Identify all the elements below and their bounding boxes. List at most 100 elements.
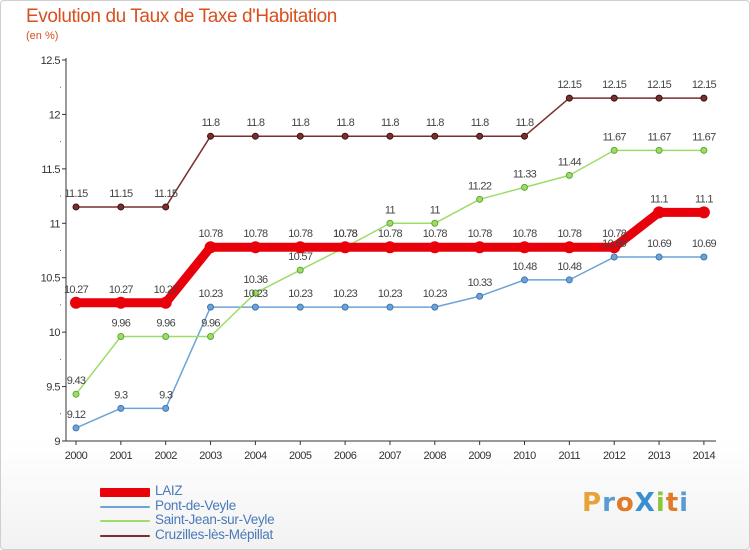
data-label: 11.22 — [468, 180, 492, 192]
data-label: 11.67 — [692, 131, 716, 143]
data-label: 12.15 — [647, 79, 672, 91]
data-label: 10.48 — [557, 261, 582, 273]
data-label: 10.27 — [154, 284, 179, 296]
x-tick-label: 2007 — [379, 450, 402, 462]
x-tick-label: 2008 — [424, 450, 447, 462]
x-tick-label: 2004 — [244, 450, 267, 462]
data-label: 11.8 — [336, 117, 354, 129]
proxiti-logo: ProXiti — [582, 488, 689, 518]
data-label: 10.78 — [378, 228, 403, 240]
data-label: 10.23 — [288, 288, 313, 300]
data-label: 10.33 — [468, 277, 493, 289]
data-label: 10.78 — [423, 228, 448, 240]
data-label: 10.78 — [288, 228, 313, 240]
x-tick-label: 2002 — [154, 450, 177, 462]
data-point — [565, 94, 573, 102]
data-point — [251, 289, 259, 297]
data-label: 10.78 — [199, 228, 224, 240]
data-point — [162, 404, 170, 412]
data-label: 10.78 — [243, 228, 268, 240]
data-point — [700, 94, 708, 102]
data-label: 11.15 — [154, 188, 178, 200]
y-tick-label: 12.5 — [41, 55, 61, 67]
data-point — [207, 303, 215, 311]
data-label: 11.8 — [471, 117, 489, 129]
data-point — [521, 276, 528, 284]
data-point — [117, 332, 125, 340]
x-tick-label: 2006 — [334, 450, 357, 462]
data-point — [608, 241, 621, 254]
data-point — [207, 132, 215, 140]
data-point — [386, 303, 394, 311]
data-label: 11.8 — [247, 117, 265, 129]
data-label: 11 — [385, 204, 396, 216]
data-label: 10.48 — [512, 261, 537, 273]
data-point — [697, 206, 710, 219]
legend-swatch-pont-de-veyle — [100, 505, 150, 508]
unit-label: (en %) — [26, 30, 59, 42]
data-label: 9.12 — [67, 409, 86, 421]
logo-letter: r — [602, 488, 616, 518]
data-point — [117, 404, 125, 412]
legend-swatch-saint-jean-sur-veyle — [100, 520, 150, 522]
logo-letter: i — [679, 488, 690, 518]
data-point — [431, 132, 439, 140]
data-label: 12.15 — [557, 79, 582, 91]
data-point — [341, 303, 349, 311]
logo-letter: o — [615, 488, 635, 518]
x-tick-label: 2005 — [289, 450, 312, 462]
data-label: 11 — [430, 204, 441, 216]
data-label: 11.8 — [426, 117, 444, 129]
data-point — [521, 183, 528, 191]
data-point — [383, 241, 396, 254]
data-label: 12.15 — [602, 79, 627, 91]
data-point — [431, 303, 439, 311]
x-tick-label: 2009 — [468, 450, 491, 462]
data-label: 9.3 — [159, 389, 173, 401]
data-point — [700, 253, 708, 261]
y-tick-label: 10.5 — [41, 273, 61, 285]
data-point — [476, 132, 484, 140]
data-point — [162, 332, 170, 340]
data-label: 10.57 — [288, 251, 313, 263]
data-point — [565, 276, 573, 284]
y-tick-label: 11 — [50, 218, 61, 230]
legend-label-cruzilles-les-mepillat: Cruzilles-lès-Mépillat — [155, 526, 273, 542]
data-point — [204, 241, 217, 254]
y-tick-label: 11.5 — [41, 164, 60, 176]
logo-letter: t — [665, 488, 680, 518]
data-point — [162, 203, 170, 211]
data-label: 10.69 — [647, 238, 672, 250]
data-label: 10.69 — [602, 238, 627, 250]
data-label: 11.1 — [650, 193, 668, 205]
data-point — [473, 241, 486, 254]
legend-label-saint-jean-sur-veyle: Saint-Jean-sur-Veyle — [155, 512, 275, 527]
data-label: 10.27 — [109, 284, 134, 296]
data-point — [207, 332, 215, 340]
data-label: 10.23 — [423, 288, 448, 300]
data-label: 10.23 — [199, 288, 224, 300]
data-point — [655, 253, 663, 261]
data-label: 10.78 — [333, 228, 358, 240]
data-point — [655, 94, 663, 102]
x-tick-label: 2013 — [648, 450, 671, 462]
x-tick-label: 2010 — [513, 450, 536, 462]
data-point — [653, 206, 666, 219]
data-label: 10.23 — [333, 288, 358, 300]
legend-label-pont-de-veyle: Pont-de-Veyle — [155, 497, 236, 513]
data-label: 12.15 — [692, 79, 717, 91]
data-point — [518, 241, 531, 254]
data-point — [70, 296, 82, 309]
data-point — [655, 146, 663, 154]
data-point — [565, 171, 573, 179]
data-label: 10.23 — [378, 288, 403, 300]
data-point — [159, 296, 172, 309]
x-tick-label: 2011 — [559, 450, 581, 462]
data-point — [249, 241, 262, 254]
data-point — [251, 132, 259, 140]
data-label: 11.67 — [647, 131, 671, 143]
data-point — [563, 241, 576, 254]
logo-letter: P — [582, 488, 603, 518]
x-tick-label: 2012 — [603, 450, 626, 462]
